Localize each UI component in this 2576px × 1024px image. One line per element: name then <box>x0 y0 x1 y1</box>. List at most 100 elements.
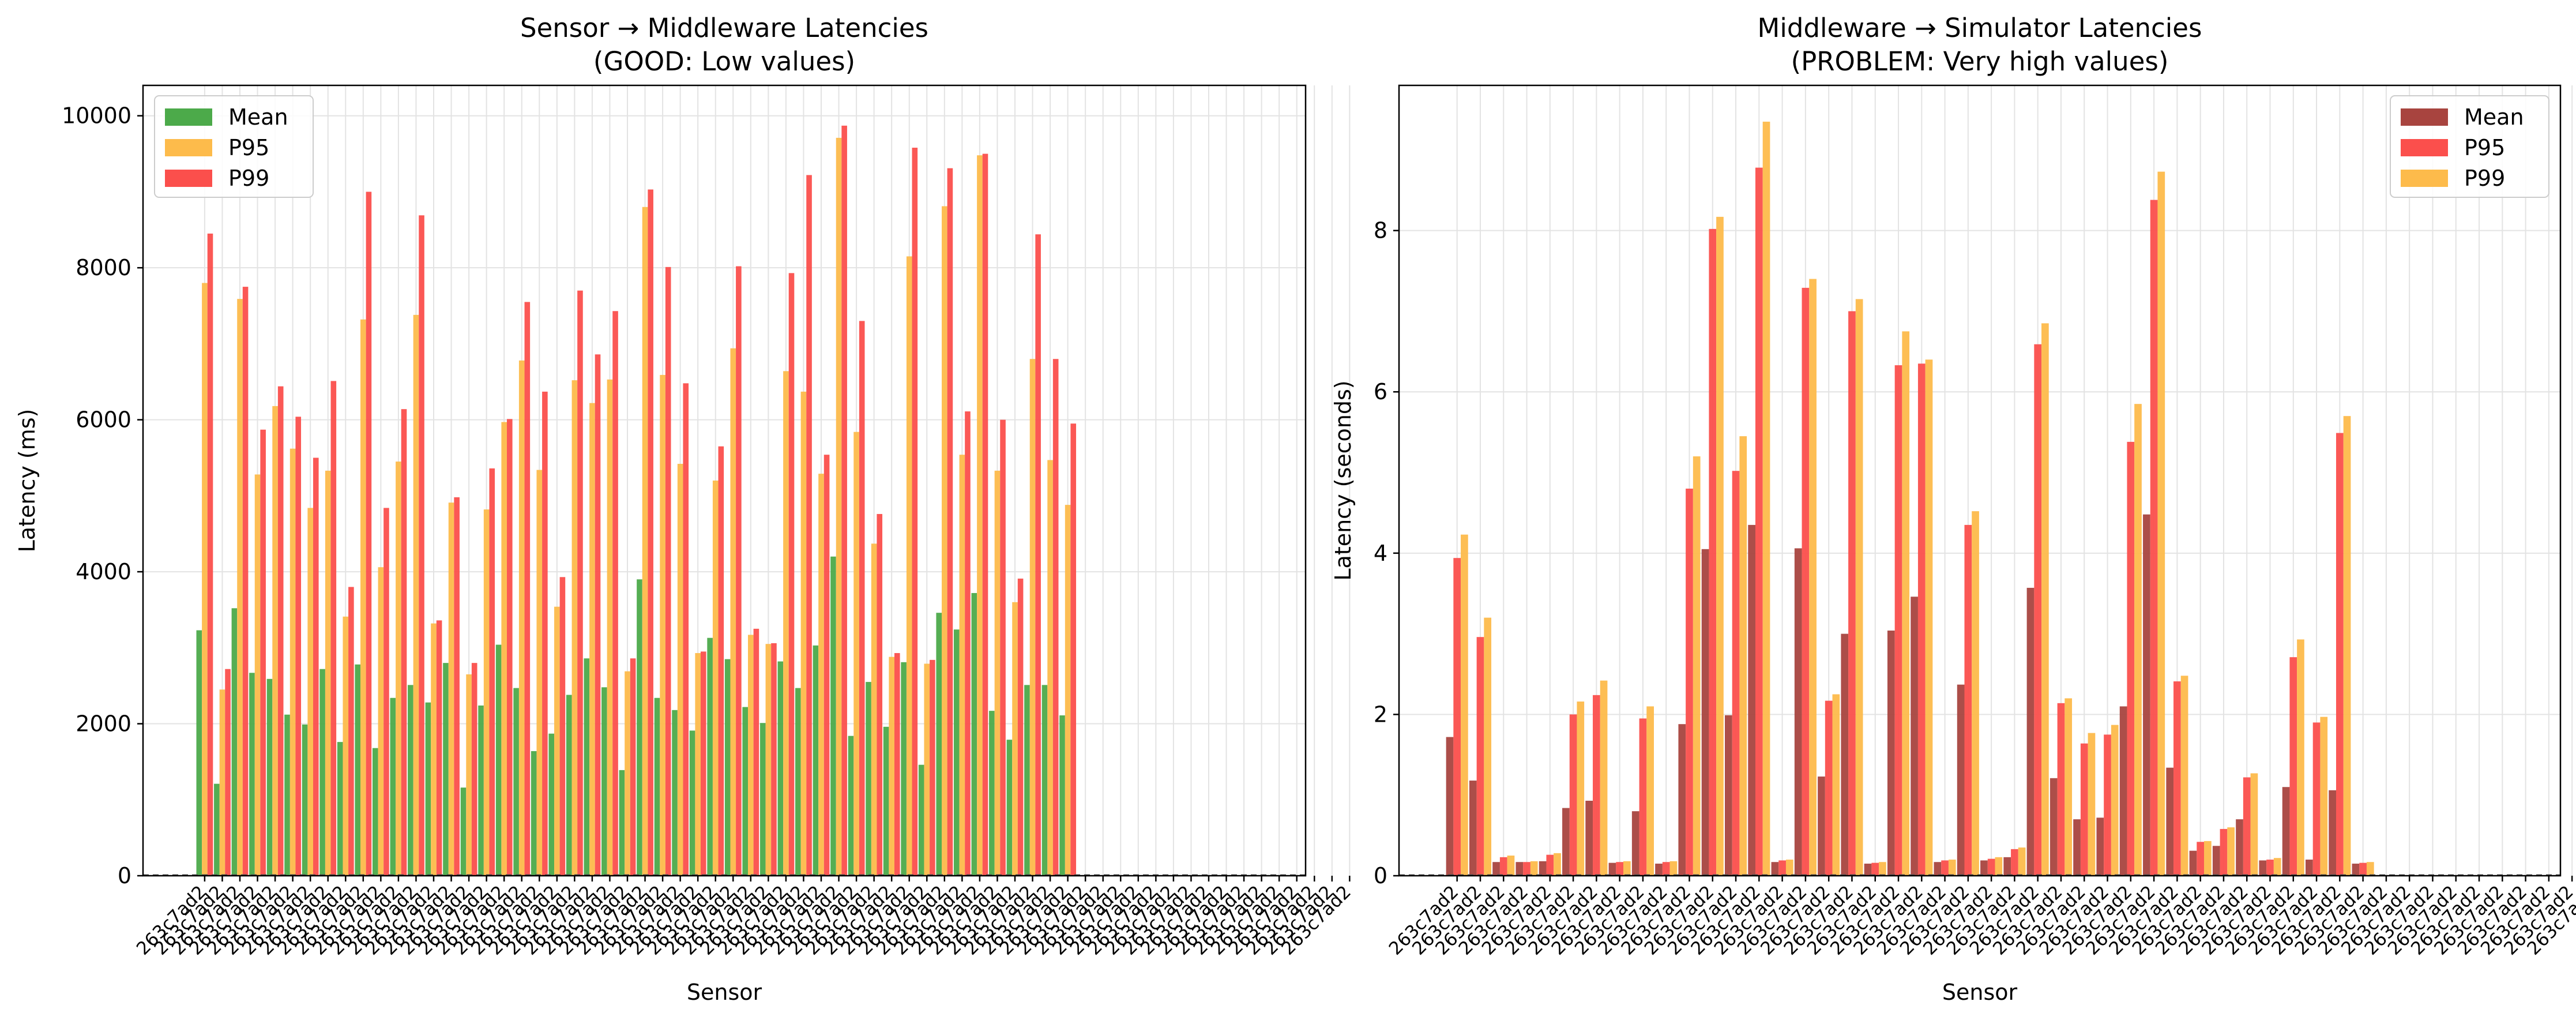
bar-p95 <box>2312 722 2321 876</box>
bar-p95 <box>554 606 560 876</box>
bar-mean <box>1655 864 1663 876</box>
bar-p99 <box>1484 617 1492 876</box>
bars <box>196 125 1077 876</box>
bar-p95 <box>2080 743 2088 876</box>
bar-p99 <box>1716 216 1724 876</box>
ytick-label: 10000 <box>62 103 131 129</box>
bar-mean <box>2049 778 2058 876</box>
bar-p99 <box>947 168 953 876</box>
bar-p95 <box>483 509 490 876</box>
bar-p99 <box>1948 860 1956 876</box>
bar-p99 <box>1554 853 1561 876</box>
y-axis-label: Latency (seconds) <box>1330 380 1356 580</box>
legend-label-mean: Mean <box>228 104 288 130</box>
y-axis-label: Latency (ms) <box>14 409 40 553</box>
bar-mean <box>759 723 766 876</box>
bar-p99 <box>1693 456 1701 876</box>
bar-p95 <box>2359 862 2367 876</box>
bar-p99 <box>506 419 513 876</box>
bar-p99 <box>1739 436 1747 876</box>
bar-p95 <box>1941 860 1949 876</box>
bar-mean <box>1794 548 1802 876</box>
bar-mean <box>813 645 819 876</box>
bar-p95 <box>853 432 859 876</box>
bar-p95 <box>2127 441 2135 876</box>
bar-p95 <box>1476 637 1484 876</box>
bar-p99 <box>436 620 442 876</box>
bar-p99 <box>771 643 777 876</box>
bar-p99 <box>1762 121 1770 876</box>
bar-mean <box>214 783 220 876</box>
bar-mean <box>2166 767 2174 876</box>
bar-p95 <box>730 348 736 876</box>
bar-mean <box>1957 684 1965 876</box>
bar-p99 <box>2204 841 2212 876</box>
bar-mean <box>2003 857 2011 876</box>
bar-mean <box>2026 587 2035 876</box>
bar-p95 <box>2034 344 2042 876</box>
bar-p99 <box>1052 359 1059 876</box>
bar-p95 <box>1012 602 1018 876</box>
bar-p95 <box>360 319 366 876</box>
bar-mean <box>2236 819 2243 876</box>
bar-p99 <box>859 321 865 876</box>
bar-p95 <box>1546 854 1554 876</box>
bar-p95 <box>237 299 243 876</box>
bar-mean <box>2306 860 2313 876</box>
bar-p99 <box>277 386 284 876</box>
bar-p95 <box>1047 460 1053 876</box>
bar-mean <box>883 726 889 876</box>
bar-mean <box>266 678 273 876</box>
bar-mean <box>284 714 290 876</box>
bar-p99 <box>1000 419 1006 876</box>
bar-p95 <box>1662 862 1670 876</box>
bar-p95 <box>818 474 824 876</box>
bar-p99 <box>930 659 935 876</box>
bar-p99 <box>1507 856 1515 876</box>
bar-mean <box>1469 781 1477 876</box>
bar-p95 <box>272 406 278 876</box>
bar-p99 <box>2157 171 2165 876</box>
bar-p99 <box>2297 639 2304 876</box>
bar-p95 <box>765 644 772 876</box>
chart-sensor-to-middleware: Sensor → Middleware Latencies(GOOD: Low … <box>14 13 1355 1005</box>
bar-mean <box>1725 715 1732 876</box>
bar-p95 <box>607 379 613 876</box>
bar-mean <box>2096 817 2104 876</box>
bar-mean <box>2119 706 2127 876</box>
bar-mean <box>1980 860 1988 876</box>
bar-p99 <box>2227 827 2235 876</box>
bar-p95 <box>571 380 578 876</box>
bar-p95 <box>1964 524 1972 876</box>
bar-p95 <box>1825 700 1833 876</box>
bar-p95 <box>2173 681 2181 876</box>
bar-mean <box>1818 777 1825 876</box>
bar-mean <box>2352 864 2360 876</box>
bar-mean <box>672 710 678 876</box>
bar-p95 <box>2150 200 2158 876</box>
bar-p95 <box>307 508 313 876</box>
bar-mean <box>2282 787 2290 876</box>
bar-p95 <box>1569 714 1577 876</box>
bar-mean <box>989 711 995 876</box>
ytick-label: 0 <box>118 863 131 888</box>
bar-p99 <box>753 628 759 876</box>
bar-mean <box>1608 862 1616 876</box>
bar-p99 <box>1623 861 1631 876</box>
bar-mean <box>830 556 836 876</box>
ytick-label: 4000 <box>76 559 131 584</box>
bar-mean <box>2212 846 2220 876</box>
bar-mean <box>1771 862 1779 876</box>
bar-p99 <box>260 429 266 876</box>
bar-p99 <box>877 513 883 876</box>
bar-p95 <box>413 314 419 876</box>
bar-mean <box>1934 862 1942 876</box>
legend-swatch-mean <box>2401 108 2448 126</box>
chart-subtitle: (PROBLEM: Very high values) <box>1791 46 2169 77</box>
bar-mean <box>372 748 378 876</box>
bar-p95 <box>219 689 225 876</box>
bar-mean <box>654 697 660 876</box>
chart-subtitle: (GOOD: Low values) <box>593 46 855 77</box>
chart-title: Middleware → Simulator Latencies <box>1758 13 2202 43</box>
